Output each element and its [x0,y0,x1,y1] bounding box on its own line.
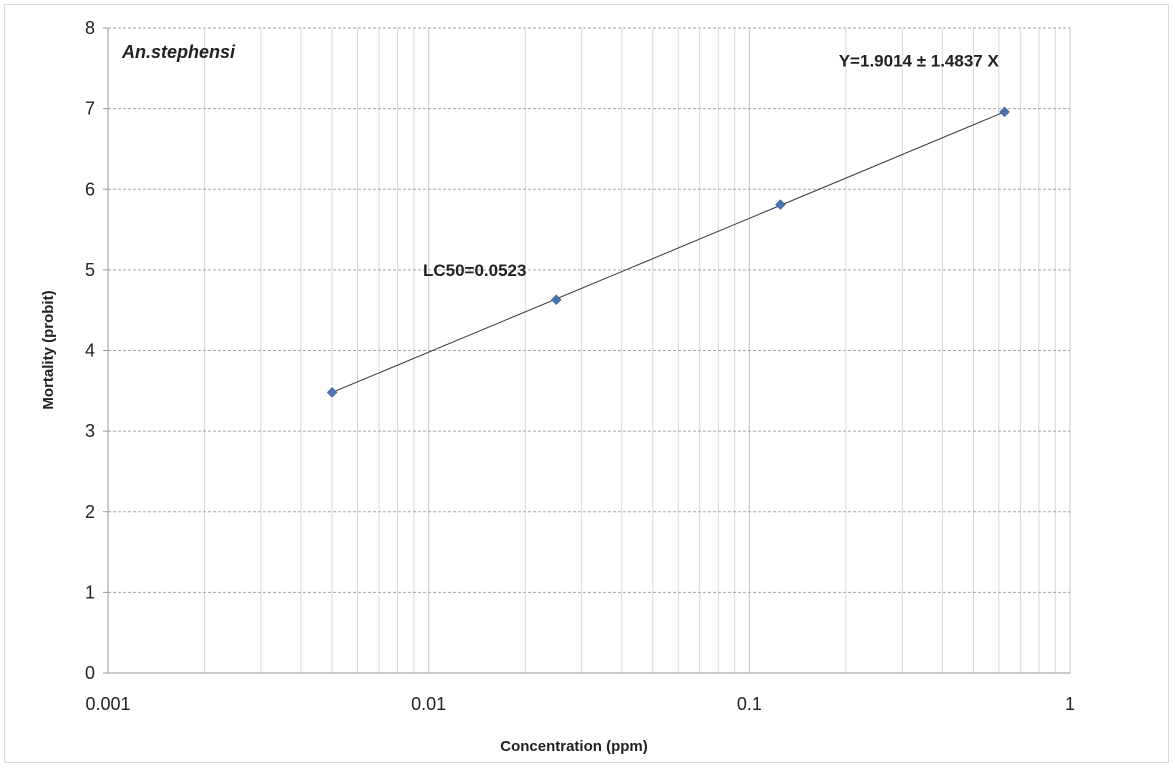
y-axis-title: Mortality (probit) [40,290,57,409]
y-tick-label: 4 [85,341,95,361]
x-tick-label: 1 [1065,694,1075,714]
y-tick-label: 1 [85,582,95,602]
plot-data [327,107,1009,398]
y-tick-label: 7 [85,99,95,119]
y-tick-label: 6 [85,179,95,199]
y-tick-label: 2 [85,502,95,522]
y-tick-label: 3 [85,421,95,441]
data-point [327,387,337,397]
data-point [551,295,561,305]
y-tick-label: 5 [85,260,95,280]
x-tick-label: 0.001 [85,694,130,714]
y-tick-label: 0 [85,663,95,683]
x-axis-title: Concentration (ppm) [500,738,648,755]
chart-title: An.stephensi [121,42,236,62]
grid [108,28,1070,673]
lc50-annotation: LC50=0.0523 [423,261,527,280]
tick-labels: 0 1 2 3 4 5 6 7 8 0.001 0.01 0.1 1 [85,18,1075,714]
x-tick-label: 0.01 [411,694,446,714]
y-tick-label: 8 [85,18,95,38]
equation-annotation: Y=1.9014 ± 1.4837 X [839,51,1000,70]
data-point [775,200,785,210]
x-tick-label: 0.1 [737,694,762,714]
